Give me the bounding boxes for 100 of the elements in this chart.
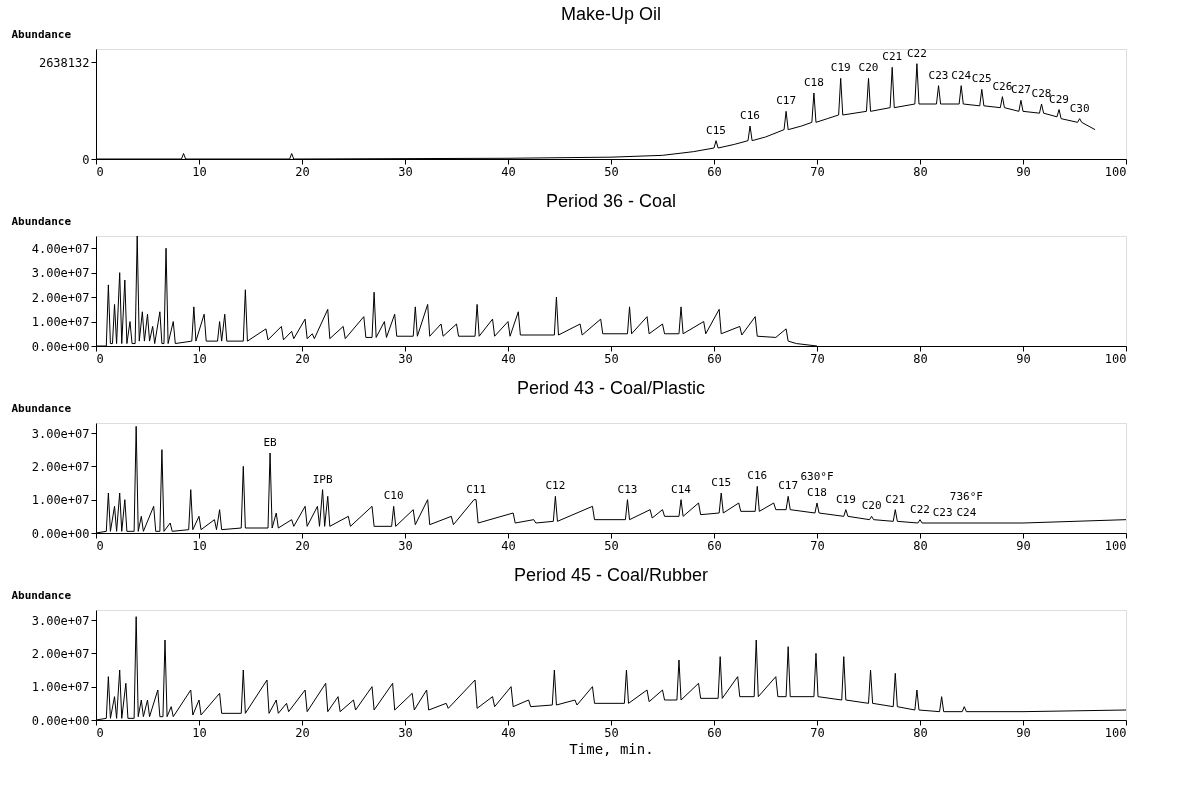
x-tick-label: 0 [96,351,104,366]
x-tick-label: 100 [1104,164,1127,179]
annotation: C20 [858,61,879,75]
annotation: C20 [861,499,882,513]
x-tick-label: 90 [1016,164,1031,179]
x-tick-label: 80 [913,725,928,740]
x-tick-label: 30 [398,725,413,740]
annotation: C15 [711,476,732,489]
x-tick-label: 80 [913,351,928,366]
annotation: C12 [545,479,566,493]
annotation: C25 [971,72,992,86]
y-tick-label: 0.00e+00 [31,339,90,354]
chart-title: Period 43 - Coal/Plastic [516,378,706,398]
x-tick-label: 50 [604,164,619,179]
x-tick-label: 10 [192,351,207,366]
annotation: C11 [466,482,487,496]
x-tick-label: 40 [501,538,516,553]
x-tick-label: 70 [810,351,825,366]
x-tick-label: 60 [707,538,722,553]
x-tick-label: 10 [192,538,207,553]
y-tick-label: 3.00e+07 [31,426,90,441]
y-tick-label: 1.00e+07 [31,315,90,330]
annotation: C26 [992,79,1013,93]
annotation: C24 [956,506,977,519]
annotation: IPB [312,472,333,486]
x-tick-label: 0 [96,538,104,553]
x-tick-label: 80 [913,538,928,553]
annotation: C21 [885,492,906,506]
y-axis-title: Abundance [11,588,72,602]
x-tick-label: 50 [604,538,619,553]
y-tick-label: 3.00e+07 [31,613,90,628]
x-tick-label: 70 [810,725,825,740]
annotation: C10 [383,489,404,503]
annotation: 630°F [800,470,834,483]
y-axis-title: Abundance [11,214,72,228]
x-tick-label: 0 [96,164,104,179]
x-tick-label: 30 [398,351,413,366]
annotation: C22 [910,502,930,516]
chart-title: Period 36 - Coal [545,191,677,211]
x-tick-label: 60 [707,725,722,740]
annotation: C19 [830,61,851,75]
x-tick-label: 90 [1016,725,1031,740]
annotation: C15 [706,123,726,137]
annotation: C17 [778,479,799,493]
annotation: C18 [807,486,827,499]
annotation: C16 [740,109,760,122]
annotation: C22 [906,46,927,60]
x-tick-label: 40 [501,164,516,179]
annotation: C23 [932,506,953,519]
x-tick-label: 70 [810,538,825,553]
x-tick-label: 20 [295,538,310,553]
x-tick-label: 60 [707,164,722,179]
x-tick-label: 10 [192,164,207,179]
chart-title: Period 45 - Coal/Rubber [513,565,709,585]
y-tick-label: 4.00e+07 [31,241,90,256]
x-tick-label: 20 [295,164,310,179]
x-tick-label: 40 [501,725,516,740]
x-tick-label: 100 [1104,351,1127,366]
x-tick-label: 50 [604,725,619,740]
annotation: C14 [671,482,692,496]
annotation: 736°F [949,490,983,503]
y-tick-label: 2.00e+07 [31,646,90,661]
annotation: C17 [776,94,797,108]
x-tick-label: 70 [810,164,825,179]
x-tick-label: 20 [295,351,310,366]
x-tick-label: 50 [604,351,619,366]
y-tick-label: 3.00e+07 [31,266,90,281]
y-axis-title: Abundance [11,401,72,415]
annotation: C16 [747,469,768,483]
annotation: C30 [1069,101,1090,115]
y-tick-label: 0 [82,152,90,167]
annotation: C13 [617,482,638,496]
annotation: C19 [835,492,856,506]
y-tick-label: 2.00e+07 [31,290,90,305]
x-tick-label: 100 [1104,538,1127,553]
x-tick-label: 0 [96,725,104,740]
x-tick-label: 30 [398,538,413,553]
y-tick-label: 1.00e+07 [31,680,90,695]
annotation: C27 [1011,83,1031,97]
annotation: EB [263,436,278,449]
annotation: C21 [882,50,903,64]
x-tick-label: 10 [192,725,207,740]
annotation: C24 [951,68,972,82]
y-tick-label: 2638132 [38,55,90,70]
y-tick-label: 0.00e+00 [31,713,90,728]
x-tick-label: 80 [913,164,928,179]
y-tick-label: 1.00e+07 [31,493,90,508]
y-axis-title: Abundance [11,27,72,41]
x-tick-label: 30 [398,164,413,179]
annotation: C23 [928,68,949,82]
x-tick-label: 90 [1016,538,1031,553]
x-tick-label: 60 [707,351,722,366]
x-tick-label: 100 [1104,725,1127,740]
annotation: C18 [803,76,824,89]
x-tick-label: 90 [1016,351,1031,366]
chart-title: Make-Up Oil [560,4,662,24]
x-tick-label: 40 [501,351,516,366]
y-tick-label: 0.00e+00 [31,526,90,541]
x-axis-title: Time, min. [569,740,654,757]
y-tick-label: 2.00e+07 [31,459,90,474]
